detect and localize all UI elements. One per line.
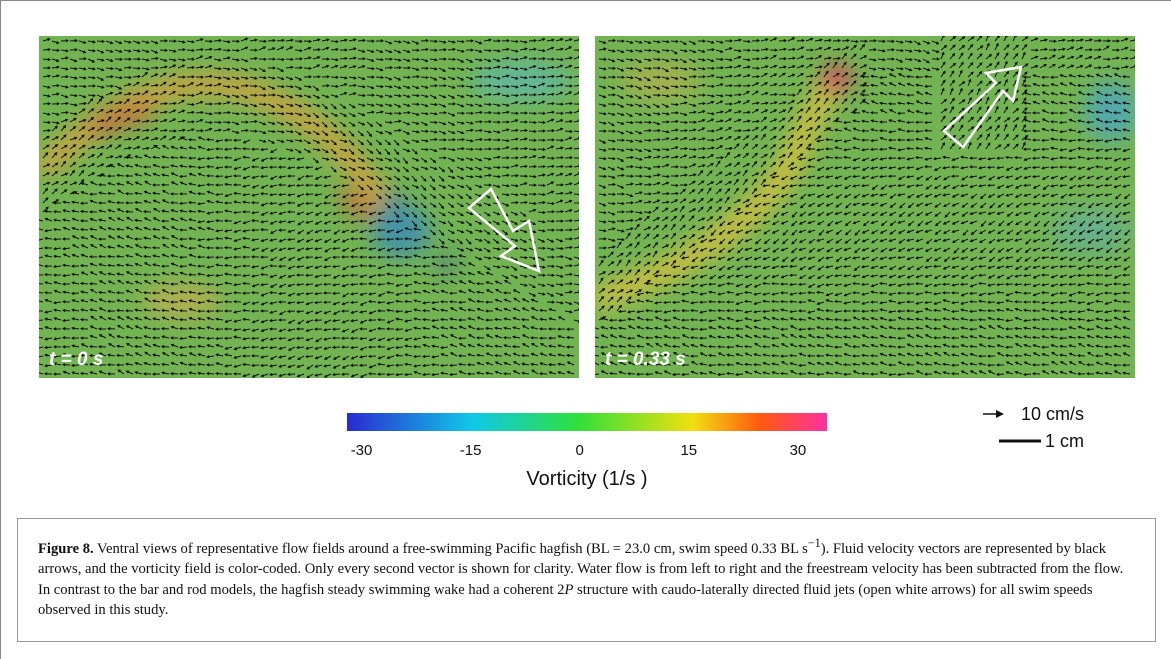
figure: t = 0 s t = 0.33 s -30 -15 0 15 30 Vorticity…	[1, 1, 1171, 516]
colorbar-tick-label: -15	[460, 442, 482, 459]
scale-legend: 10 cm/s 1 cm	[983, 404, 1084, 451]
colorbar-tick-label: -30	[351, 442, 373, 459]
panel-label: t = 0 s	[49, 349, 103, 370]
figure-page: t = 0 s t = 0.33 s -30 -15 0 15 30 Vorticity…	[0, 0, 1171, 659]
colorbar-tick-label: 30	[790, 442, 807, 459]
velocity-arrow-head	[996, 410, 1004, 418]
caption-sup: −1	[808, 536, 821, 550]
colorbar-tick-label: 15	[680, 442, 697, 459]
flow-panel: t = 0.33 s	[592, 35, 1137, 378]
colorbar-tick-label: 0	[576, 442, 584, 459]
caption-label: Figure 8.	[38, 541, 94, 557]
colorbar	[347, 413, 827, 431]
panel-label: t = 0.33 s	[605, 349, 686, 370]
caption-text: Ventral views of representative flow fie…	[94, 541, 808, 557]
length-scale: 1 cm	[1045, 431, 1084, 451]
colorbar-title: Vorticity (1/s )	[526, 468, 647, 490]
caption: Figure 8. Ventral views of representativ…	[17, 518, 1156, 642]
velocity-scale: 10 cm/s	[1021, 404, 1084, 424]
flow-panel: t = 0 s	[36, 36, 581, 378]
